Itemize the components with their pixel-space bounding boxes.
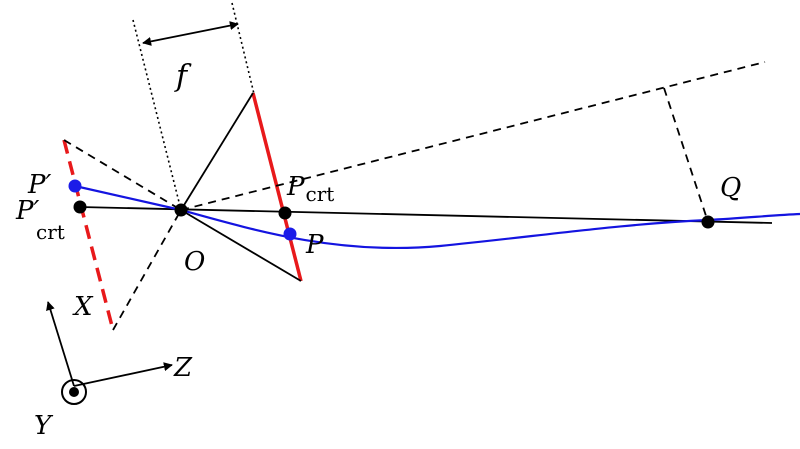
label-P-crt-prime-sub: crt <box>36 220 65 244</box>
blue-curve <box>74 184 800 250</box>
point-O <box>174 203 188 217</box>
label-O: O <box>184 247 205 277</box>
axis-z-arrow <box>73 362 173 387</box>
axis-x-arrow <box>46 301 75 387</box>
label-P-crt: Pcrt <box>286 172 334 206</box>
label-f: f <box>174 59 192 94</box>
image-plane-back <box>62 139 115 331</box>
label-P-prime: P′ <box>27 170 51 200</box>
focal-guide-left <box>132 19 182 211</box>
label-Z: Z <box>173 353 193 383</box>
optical-axis <box>79 206 773 224</box>
label-P-crt-prime: P′ <box>15 196 39 226</box>
back-edge-top <box>63 139 182 211</box>
point-P-crt-prime <box>73 200 87 214</box>
focal-length-arrow <box>142 21 239 46</box>
axis-y-dot <box>69 387 79 397</box>
dashed-ray <box>180 61 766 211</box>
point-Q <box>701 215 715 229</box>
back-edge-bottom <box>112 209 182 331</box>
label-P: P <box>305 230 324 260</box>
label-Q: Q <box>720 173 741 203</box>
label-Y: Y <box>34 411 54 441</box>
frustum-edge-bottom <box>180 209 302 282</box>
point-P <box>283 227 297 241</box>
image-plane-front <box>251 92 303 282</box>
point-P-prime <box>68 179 82 193</box>
label-X: X <box>72 292 94 322</box>
frustum-edge-top <box>180 92 254 211</box>
focal-guide-right <box>231 2 255 95</box>
perpendicular-dashed <box>663 87 709 223</box>
axis-y-ring <box>61 379 87 405</box>
point-P-crt <box>278 206 292 220</box>
